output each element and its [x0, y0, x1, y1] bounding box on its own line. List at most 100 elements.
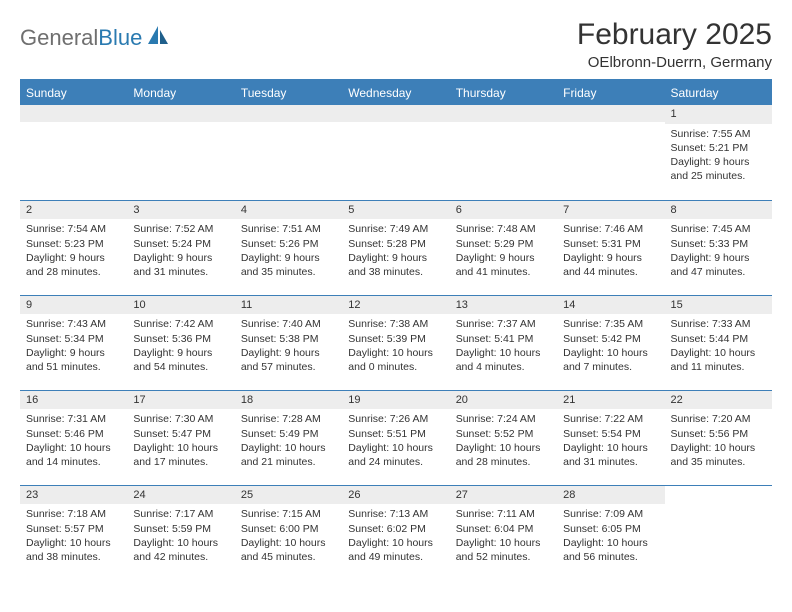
day-number: 23 [20, 486, 127, 505]
sunrise-text: Sunrise: 7:13 AM [348, 507, 443, 521]
sunset-text: Sunset: 5:21 PM [671, 141, 766, 155]
calendar-day-cell [450, 105, 557, 200]
day-number: 18 [235, 391, 342, 410]
calendar-day-cell: 3Sunrise: 7:52 AMSunset: 5:24 PMDaylight… [127, 200, 234, 295]
day-number: 11 [235, 296, 342, 315]
sunset-text: Sunset: 5:44 PM [671, 332, 766, 346]
sunrise-text: Sunrise: 7:40 AM [241, 317, 336, 331]
calendar-day-cell: 20Sunrise: 7:24 AMSunset: 5:52 PMDayligh… [450, 390, 557, 485]
weekday-header: Friday [557, 80, 664, 105]
day-number: 7 [557, 201, 664, 220]
sunrise-text: Sunrise: 7:26 AM [348, 412, 443, 426]
daylight-text: Daylight: 10 hours and 24 minutes. [348, 441, 443, 469]
daylight-text: Daylight: 10 hours and 31 minutes. [563, 441, 658, 469]
sunrise-text: Sunrise: 7:24 AM [456, 412, 551, 426]
sunrise-text: Sunrise: 7:43 AM [26, 317, 121, 331]
month-title: February 2025 [577, 18, 772, 52]
calendar-day-cell: 1Sunrise: 7:55 AMSunset: 5:21 PMDaylight… [665, 105, 772, 200]
day-number: 5 [342, 201, 449, 220]
calendar-day-cell: 11Sunrise: 7:40 AMSunset: 5:38 PMDayligh… [235, 295, 342, 390]
location: OElbronn-Duerrn, Germany [577, 54, 772, 71]
calendar-day-cell [557, 105, 664, 200]
sunset-text: Sunset: 5:23 PM [26, 237, 121, 251]
calendar-day-cell: 16Sunrise: 7:31 AMSunset: 5:46 PMDayligh… [20, 390, 127, 485]
calendar-day-cell: 6Sunrise: 7:48 AMSunset: 5:29 PMDaylight… [450, 200, 557, 295]
calendar-day-cell: 18 Sunrise: 7:28 AMSunset: 5:49 PMDayligh… [235, 390, 342, 485]
weekday-header: Tuesday [235, 80, 342, 105]
daylight-text: Daylight: 10 hours and 52 minutes. [456, 536, 551, 564]
calendar-day-cell: 25Sunrise: 7:15 AMSunset: 6:00 PMDayligh… [235, 485, 342, 570]
day-number: 3 [127, 201, 234, 220]
calendar-day-cell: 9Sunrise: 7:43 AMSunset: 5:34 PMDaylight… [20, 295, 127, 390]
calendar-day-cell: 10Sunrise: 7:42 AMSunset: 5:36 PMDayligh… [127, 295, 234, 390]
calendar-day-cell: 21Sunrise: 7:22 AMSunset: 5:54 PMDayligh… [557, 390, 664, 485]
title-block: February 2025 OElbronn-Duerrn, Germany [577, 18, 772, 71]
sunset-text: Sunset: 5:42 PM [563, 332, 658, 346]
sunrise-text: Sunrise: 7:42 AM [133, 317, 228, 331]
sunrise-text: Sunrise: 7:28 AM [241, 412, 336, 426]
daylight-text: Daylight: 9 hours and 44 minutes. [563, 251, 658, 279]
sunrise-text: Sunrise: 7:46 AM [563, 222, 658, 236]
empty-day-bar [557, 105, 664, 122]
calendar-day-cell: 27Sunrise: 7:11 AMSunset: 6:04 PMDayligh… [450, 485, 557, 570]
sunrise-text: Sunrise: 7:49 AM [348, 222, 443, 236]
day-number: 4 [235, 201, 342, 220]
sunset-text: Sunset: 6:00 PM [241, 522, 336, 536]
sunrise-text: Sunrise: 7:37 AM [456, 317, 551, 331]
sunset-text: Sunset: 5:49 PM [241, 427, 336, 441]
sunset-text: Sunset: 5:28 PM [348, 237, 443, 251]
calendar-day-cell: 7 Sunrise: 7:46 AMSunset: 5:31 PMDaylight… [557, 200, 664, 295]
day-number: 6 [450, 201, 557, 220]
sunrise-text: Sunrise: 7:22 AM [563, 412, 658, 426]
daylight-text: Daylight: 10 hours and 21 minutes. [241, 441, 336, 469]
daylight-text: Daylight: 10 hours and 56 minutes. [563, 536, 658, 564]
sunrise-text: Sunrise: 7:11 AM [456, 507, 551, 521]
calendar-week-row: 1Sunrise: 7:55 AMSunset: 5:21 PMDaylight… [20, 105, 772, 200]
sunrise-text: Sunrise: 7:18 AM [26, 507, 121, 521]
empty-day-bar [342, 105, 449, 122]
sunset-text: Sunset: 5:59 PM [133, 522, 228, 536]
day-number: 10 [127, 296, 234, 315]
sunset-text: Sunset: 5:31 PM [563, 237, 658, 251]
weekday-header: Saturday [665, 80, 772, 105]
calendar-day-cell: 14Sunrise: 7:35 AMSunset: 5:42 PMDayligh… [557, 295, 664, 390]
logo: GeneralBlue [20, 24, 172, 52]
sunset-text: Sunset: 5:39 PM [348, 332, 443, 346]
logo-text-gray: General [20, 25, 98, 51]
daylight-text: Daylight: 10 hours and 45 minutes. [241, 536, 336, 564]
sunrise-text: Sunrise: 7:51 AM [241, 222, 336, 236]
logo-text-blue: Blue [98, 25, 142, 51]
day-number: 26 [342, 486, 449, 505]
calendar-day-cell: 4Sunrise: 7:51 AMSunset: 5:26 PMDaylight… [235, 200, 342, 295]
day-number: 21 [557, 391, 664, 410]
daylight-text: Daylight: 10 hours and 11 minutes. [671, 346, 766, 374]
sunset-text: Sunset: 6:02 PM [348, 522, 443, 536]
weekday-header: Monday [127, 80, 234, 105]
calendar-week-row: 16Sunrise: 7:31 AMSunset: 5:46 PMDayligh… [20, 390, 772, 485]
day-number: 25 [235, 486, 342, 505]
daylight-text: Daylight: 9 hours and 47 minutes. [671, 251, 766, 279]
calendar-week-row: 9Sunrise: 7:43 AMSunset: 5:34 PMDaylight… [20, 295, 772, 390]
calendar-day-cell [342, 105, 449, 200]
sunset-text: Sunset: 5:47 PM [133, 427, 228, 441]
calendar-day-cell: 2Sunrise: 7:54 AMSunset: 5:23 PMDaylight… [20, 200, 127, 295]
sunrise-text: Sunrise: 7:48 AM [456, 222, 551, 236]
weekday-header-row: Sunday Monday Tuesday Wednesday Thursday… [20, 80, 772, 105]
daylight-text: Daylight: 10 hours and 7 minutes. [563, 346, 658, 374]
day-number: 15 [665, 296, 772, 315]
calendar-day-cell: 17Sunrise: 7:30 AMSunset: 5:47 PMDayligh… [127, 390, 234, 485]
empty-day-bar [235, 105, 342, 122]
day-number: 1 [665, 105, 772, 124]
daylight-text: Daylight: 9 hours and 31 minutes. [133, 251, 228, 279]
daylight-text: Daylight: 10 hours and 4 minutes. [456, 346, 551, 374]
daylight-text: Daylight: 10 hours and 0 minutes. [348, 346, 443, 374]
sunset-text: Sunset: 5:52 PM [456, 427, 551, 441]
sunrise-text: Sunrise: 7:33 AM [671, 317, 766, 331]
sunrise-text: Sunrise: 7:38 AM [348, 317, 443, 331]
daylight-text: Daylight: 9 hours and 35 minutes. [241, 251, 336, 279]
calendar-day-cell: 8Sunrise: 7:45 AMSunset: 5:33 PMDaylight… [665, 200, 772, 295]
sunrise-text: Sunrise: 7:35 AM [563, 317, 658, 331]
sunset-text: Sunset: 5:29 PM [456, 237, 551, 251]
daylight-text: Daylight: 10 hours and 28 minutes. [456, 441, 551, 469]
sunset-text: Sunset: 5:57 PM [26, 522, 121, 536]
